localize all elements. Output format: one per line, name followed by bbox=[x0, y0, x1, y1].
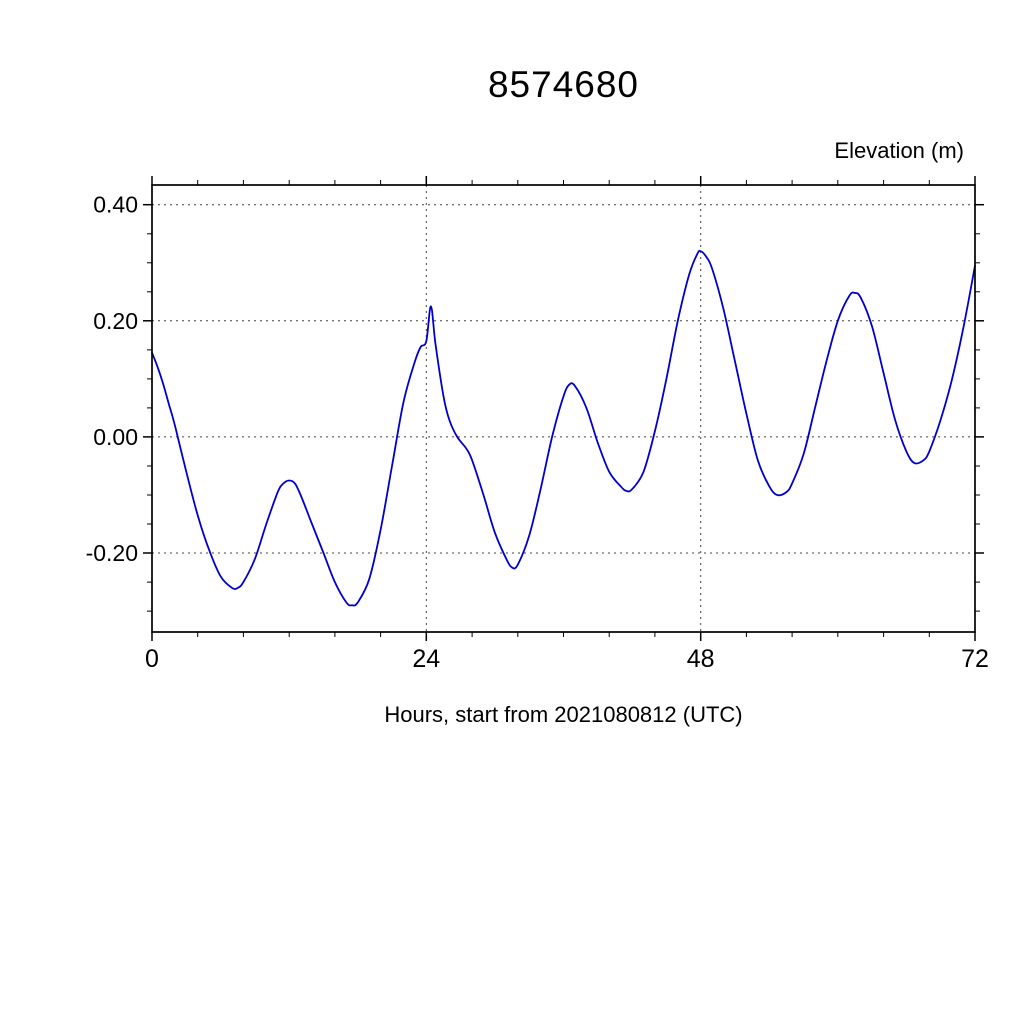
svg-text:-0.20: -0.20 bbox=[86, 540, 138, 566]
y-axis-unit-label: Elevation (m) bbox=[834, 138, 964, 163]
elevation-series-line bbox=[151, 249, 976, 607]
svg-text:72: 72 bbox=[961, 645, 989, 673]
svg-text:0.20: 0.20 bbox=[93, 308, 138, 334]
svg-text:48: 48 bbox=[687, 645, 715, 673]
svg-text:0.40: 0.40 bbox=[93, 192, 138, 218]
plot-frame bbox=[151, 184, 976, 633]
svg-text:24: 24 bbox=[412, 645, 440, 673]
svg-text:0.00: 0.00 bbox=[93, 424, 138, 450]
svg-text:0: 0 bbox=[145, 645, 159, 673]
chart-title: 8574680 bbox=[487, 64, 640, 105]
x-axis-label: Hours, start from 2021080812 (UTC) bbox=[384, 702, 743, 727]
